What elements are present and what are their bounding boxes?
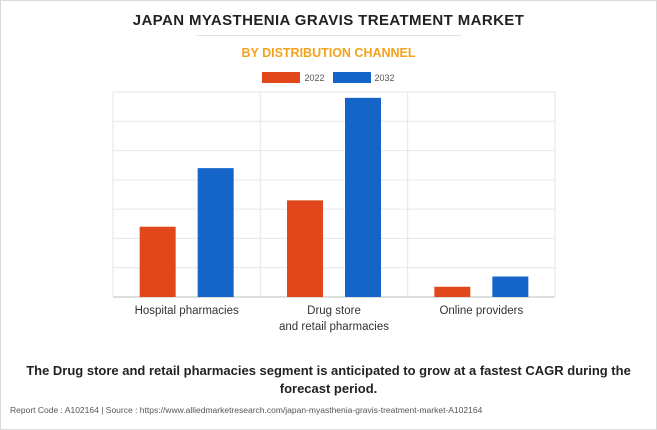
x-tick-label: Hospital pharmacies — [135, 305, 239, 317]
legend-swatch-2032 — [332, 72, 371, 83]
bar-2032-1[interactable] — [345, 97, 381, 297]
report-footer: Report Code : A102164 | Source : https:/… — [10, 405, 483, 415]
legend-item-2032[interactable]: 2032 — [332, 72, 395, 83]
x-tick-label: Drug store — [307, 305, 361, 317]
legend-swatch-2022 — [262, 72, 301, 83]
x-tick-label: Online providers — [439, 305, 523, 317]
bar-2022-1[interactable] — [287, 200, 323, 297]
title-divider — [196, 35, 461, 36]
legend: 2022 2032 — [0, 72, 657, 83]
chart-title: JAPAN MYASTHENIA GRAVIS TREATMENT MARKET — [132, 12, 525, 29]
chart-caption: The Drug store and retail pharmacies seg… — [26, 363, 631, 396]
legend-item-2022[interactable]: 2022 — [262, 72, 325, 83]
bar-2032-2[interactable] — [492, 276, 529, 298]
legend-label-2022: 2022 — [304, 72, 325, 83]
x-tick-label: and retail pharmacies — [279, 321, 389, 333]
chart-subtitle: BY DISTRIBUTION CHANNEL — [241, 46, 416, 60]
bar-2022-2[interactable] — [434, 286, 471, 297]
legend-label-2032: 2032 — [374, 72, 395, 83]
bar-2032-0[interactable] — [197, 168, 234, 297]
bar-chart: Hospital pharmacies Drug store and retail … — [112, 91, 556, 333]
bar-2022-0[interactable] — [139, 226, 176, 297]
